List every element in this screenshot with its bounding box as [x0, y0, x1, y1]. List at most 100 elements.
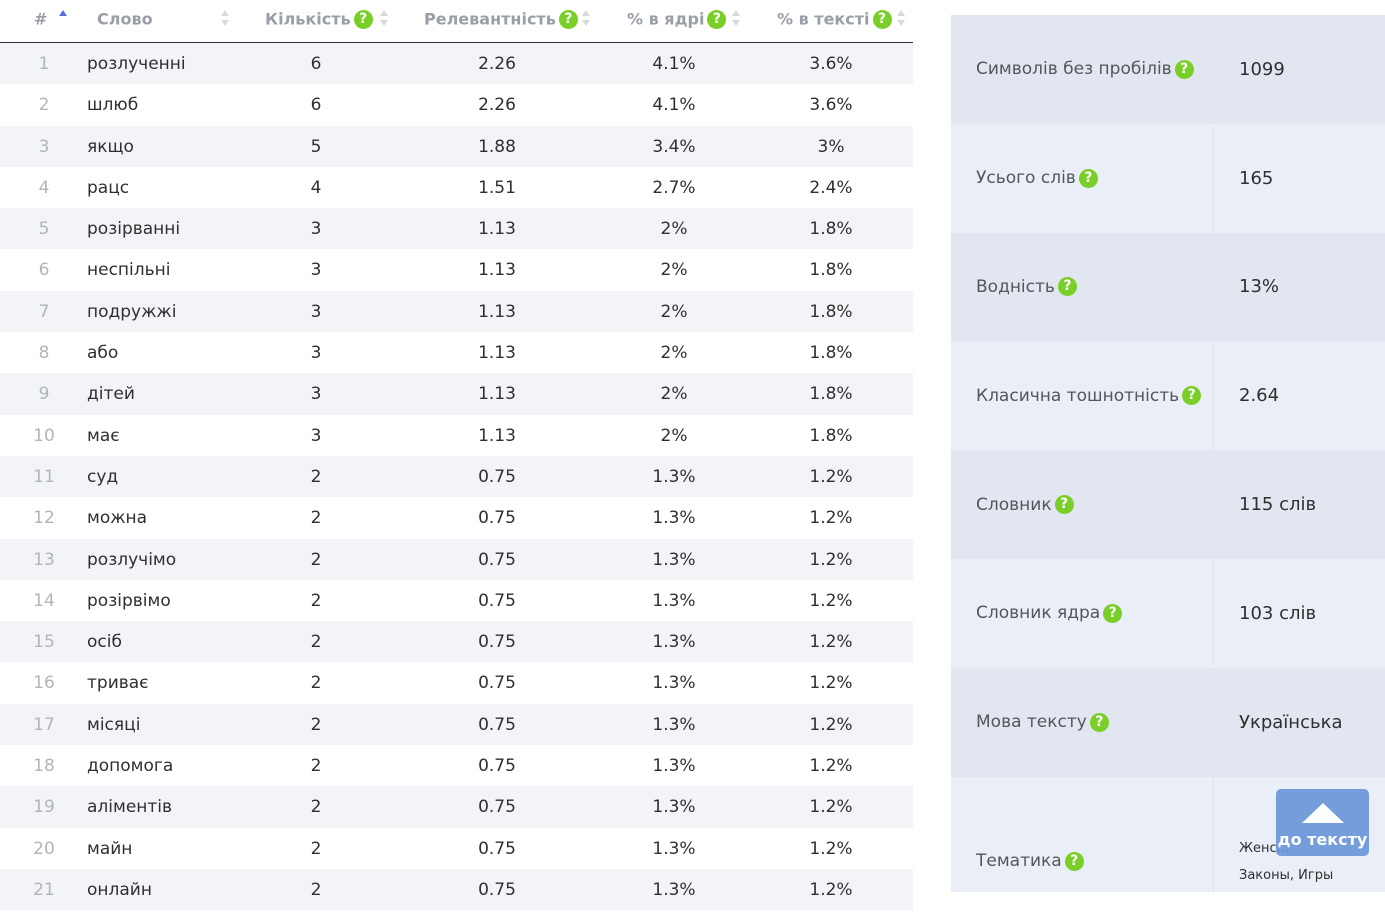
row-word: онлайн	[87, 879, 152, 900]
row-relevance: 0.75	[478, 756, 516, 777]
row-count: 2	[310, 632, 322, 653]
row-word: шлюб	[87, 95, 139, 116]
sort-icon[interactable]	[380, 10, 388, 28]
row-number: 14	[33, 590, 55, 611]
row-relevance: 2.26	[478, 54, 516, 74]
table-row: 21 онлайн 2 0.75 1.3% 1.2%	[0, 868, 913, 911]
stat-value: 1099	[1239, 58, 1285, 80]
table-row: 4 рацс 4 1.51 2.7% 2.4%	[0, 166, 913, 209]
help-icon[interactable]: ?	[353, 10, 373, 29]
stat-label: Класична тошнотність?	[976, 341, 1202, 450]
row-count: 2	[310, 673, 322, 694]
row-text-pct: 1.8%	[809, 301, 853, 322]
column-header-num[interactable]: #	[34, 9, 48, 29]
sort-asc-icon[interactable]	[59, 10, 67, 28]
row-number: 12	[33, 508, 55, 529]
row-relevance: 1.88	[478, 136, 516, 157]
help-icon[interactable]: ?	[1103, 603, 1123, 623]
sort-icon[interactable]	[897, 10, 905, 28]
row-relevance: 1.13	[478, 260, 516, 281]
stat-row: Словник? 115 слів	[951, 450, 1385, 559]
sort-icon[interactable]	[732, 10, 740, 28]
stat-label: Словник?	[976, 450, 1074, 559]
row-text-pct: 1.8%	[809, 260, 853, 281]
row-relevance: 0.75	[478, 590, 516, 611]
table-row: 2 шлюб 6 2.26 4.1% 3.6%	[0, 84, 913, 126]
row-number: 5	[38, 219, 50, 240]
row-number: 15	[33, 632, 55, 653]
table-row: 7 подружжі 3 1.13 2% 1.8%	[0, 290, 913, 333]
row-number: 3	[38, 136, 50, 157]
row-core-pct: 2.7%	[652, 177, 696, 198]
sort-icon[interactable]	[221, 10, 229, 28]
help-icon[interactable]: ?	[1174, 59, 1194, 79]
row-core-pct: 1.3%	[652, 508, 696, 529]
table-row: 3 якщо 5 1.88 3.4% 3%	[0, 125, 913, 167]
row-text-pct: 1.2%	[809, 797, 853, 818]
stat-label: Словник ядра?	[976, 559, 1123, 668]
stat-label: Тематика?	[976, 803, 1084, 920]
row-count: 6	[310, 54, 322, 74]
table-header: # Слово Кількість? Релевантність? % в яд…	[0, 0, 913, 43]
row-text-pct: 1.2%	[809, 756, 853, 777]
column-header-core-pct[interactable]: % в ядрі?	[627, 0, 727, 42]
help-icon[interactable]: ?	[1054, 495, 1074, 515]
row-text-pct: 1.8%	[809, 425, 853, 446]
row-word: розлученні	[87, 54, 186, 74]
row-core-pct: 2%	[660, 343, 688, 364]
help-icon[interactable]: ?	[872, 10, 892, 29]
row-count: 2	[310, 590, 322, 611]
row-word: місяці	[87, 714, 141, 735]
stat-row: Усього слів? 165	[951, 124, 1385, 233]
row-relevance: 1.13	[478, 425, 516, 446]
row-count: 3	[310, 301, 322, 322]
row-text-pct: 1.8%	[809, 343, 853, 364]
stat-label: Водність?	[976, 233, 1077, 342]
row-number: 10	[33, 425, 55, 446]
row-count: 6	[310, 95, 322, 116]
help-icon[interactable]: ?	[558, 10, 578, 29]
row-word: дітей	[87, 384, 135, 405]
row-text-pct: 1.2%	[809, 714, 853, 735]
row-number: 9	[38, 384, 50, 405]
help-icon[interactable]: ?	[1057, 277, 1077, 297]
help-icon[interactable]: ?	[1064, 851, 1084, 871]
row-text-pct: 1.2%	[809, 673, 853, 694]
column-header-count[interactable]: Кількість?	[265, 0, 373, 42]
table-row: 14 розірвімо 2 0.75 1.3% 1.2%	[0, 579, 913, 622]
column-header-relevance[interactable]: Релевантність?	[424, 0, 578, 42]
column-header-text-pct[interactable]: % в тексті?	[777, 0, 892, 42]
help-icon[interactable]: ?	[1078, 168, 1098, 188]
help-icon[interactable]: ?	[1089, 712, 1109, 732]
column-header-word[interactable]: Слово	[97, 9, 153, 29]
row-count: 4	[310, 177, 322, 198]
stat-value: Українська	[1239, 711, 1343, 733]
row-number: 6	[38, 260, 50, 281]
back-to-text-button[interactable]: до тексту	[1276, 789, 1369, 856]
stat-label: Усього слів?	[976, 124, 1098, 233]
row-word: суд	[87, 466, 119, 487]
stat-label: Символів без пробілів?	[976, 15, 1194, 124]
row-core-pct: 1.3%	[652, 673, 696, 694]
row-text-pct: 3.6%	[809, 54, 853, 74]
row-text-pct: 1.2%	[809, 879, 853, 900]
stat-row: Водність? 13%	[951, 232, 1385, 342]
stat-row: Мова тексту? Українська	[951, 667, 1385, 777]
help-icon[interactable]: ?	[1182, 386, 1202, 406]
row-core-pct: 1.3%	[652, 466, 696, 487]
row-core-pct: 1.3%	[652, 756, 696, 777]
table-row: 15 осіб 2 0.75 1.3% 1.2%	[0, 621, 913, 663]
table-row: 5 розірванні 3 1.13 2% 1.8%	[0, 208, 913, 250]
row-number: 20	[33, 838, 55, 859]
row-word: осіб	[87, 632, 122, 653]
row-core-pct: 2%	[660, 219, 688, 240]
row-relevance: 1.13	[478, 343, 516, 364]
arrow-up-icon	[1302, 803, 1344, 823]
row-number: 4	[38, 177, 50, 198]
stat-row: Класична тошнотність? 2.64	[951, 341, 1385, 450]
table-row: 19 аліментів 2 0.75 1.3% 1.2%	[0, 786, 913, 828]
row-relevance: 0.75	[478, 673, 516, 694]
row-core-pct: 1.3%	[652, 797, 696, 818]
sort-icon[interactable]	[582, 10, 590, 28]
help-icon[interactable]: ?	[707, 10, 727, 29]
